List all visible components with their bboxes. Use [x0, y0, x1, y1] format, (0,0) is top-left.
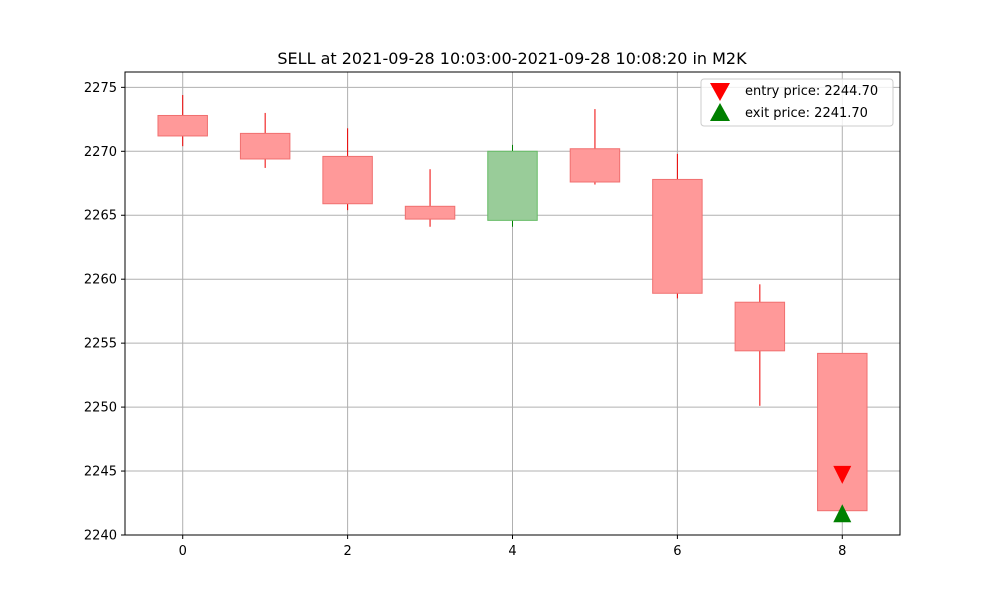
legend-exit-label: exit price: 2241.70	[745, 106, 868, 121]
candle-body	[569, 148, 621, 183]
candles	[157, 95, 868, 512]
y-tick-label: 2270	[84, 145, 117, 160]
x-tick-label: 4	[508, 544, 516, 559]
x-tick-label: 0	[179, 544, 187, 559]
entry-price-marker	[833, 465, 852, 484]
candle-body	[652, 178, 703, 294]
exit-price-marker	[833, 504, 852, 523]
legend-box	[700, 78, 894, 127]
axis-ticks: 0 2 4 6 8 2240 2245 2250 2255 2260 2265 2270 2275	[84, 81, 847, 559]
y-tick-label: 2275	[84, 81, 117, 96]
candle-body	[322, 155, 373, 205]
candle-body	[239, 132, 291, 160]
y-tick-label: 2250	[84, 401, 117, 416]
candle-body	[404, 205, 456, 220]
x-tick-label: 6	[673, 544, 681, 559]
legend-exit-marker-icon	[710, 103, 730, 121]
candle-body	[817, 352, 868, 512]
trade-markers	[833, 465, 852, 523]
y-tick-label: 2265	[84, 209, 117, 224]
legend-entry-label: entry price: 2244.70	[745, 84, 878, 99]
y-tick-label: 2240	[84, 529, 117, 544]
candle-body	[734, 301, 786, 352]
chart-title: SELL at 2021-09-28 10:03:00-2021-09-28 1…	[277, 49, 747, 68]
y-tick-label: 2245	[84, 465, 117, 480]
x-tick-label: 8	[838, 544, 846, 559]
candle-body	[487, 150, 538, 221]
legend: entry price: 2244.70 exit price: 2241.70	[700, 78, 894, 127]
x-tick-label: 2	[343, 544, 351, 559]
candle-body	[157, 114, 208, 137]
y-tick-label: 2255	[84, 337, 117, 352]
y-tick-label: 2260	[84, 273, 117, 288]
legend-entry-marker-icon	[710, 83, 730, 101]
